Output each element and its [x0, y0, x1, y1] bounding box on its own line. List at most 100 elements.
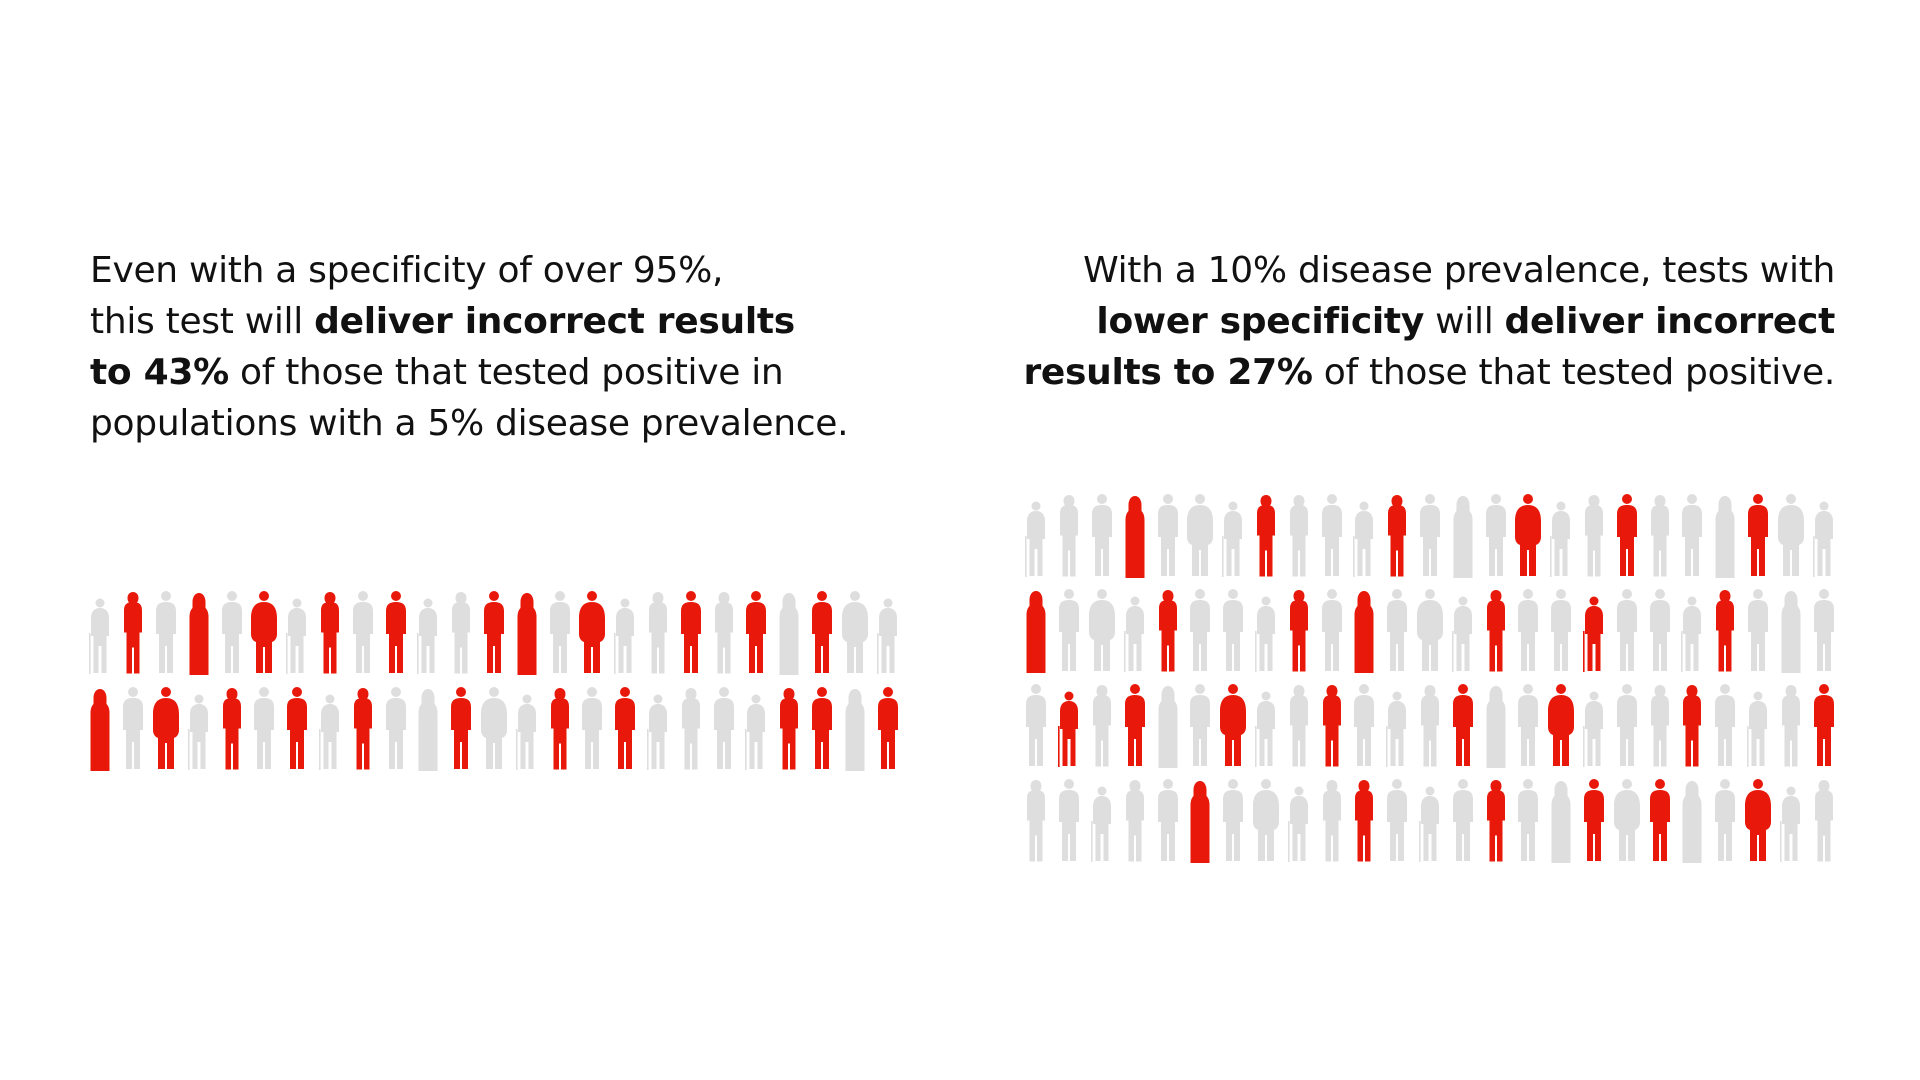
person-icon [1414, 682, 1447, 770]
person-icon [1217, 492, 1250, 580]
person-icon [1348, 682, 1381, 770]
person-icon-highlighted [871, 685, 904, 773]
person-icon [1381, 777, 1414, 865]
person-icon [576, 685, 609, 773]
person-icon [445, 589, 478, 677]
person-icon [1709, 682, 1742, 770]
person-icon [1446, 587, 1479, 675]
person-icon [609, 589, 642, 677]
person-icon-highlighted [84, 685, 117, 773]
person-icon [1381, 587, 1414, 675]
person-icon [642, 685, 675, 773]
person-icon [1709, 492, 1742, 580]
person-icon-highlighted [1020, 587, 1053, 675]
pictogram-row [1020, 583, 1840, 675]
person-icon [478, 685, 511, 773]
person-icon-highlighted [543, 685, 576, 773]
person-icon [1545, 777, 1578, 865]
person-icon-highlighted [576, 589, 609, 677]
person-icon [84, 589, 117, 677]
person-icon [1774, 492, 1807, 580]
person-icon-highlighted [1479, 777, 1512, 865]
person-icon-highlighted [346, 685, 379, 773]
person-icon-highlighted [1315, 682, 1348, 770]
person-icon [871, 589, 904, 677]
person-icon-highlighted [1446, 682, 1479, 770]
person-icon [182, 685, 215, 773]
caption-line: results to 27% of those that tested posi… [1023, 347, 1835, 398]
person-icon-highlighted [1348, 587, 1381, 675]
person-icon [1053, 492, 1086, 580]
person-icon [1184, 682, 1217, 770]
person-icon-highlighted [478, 589, 511, 677]
person-icon-highlighted [150, 685, 183, 773]
person-icon-highlighted [379, 589, 412, 677]
person-icon [1479, 682, 1512, 770]
person-icon [412, 589, 445, 677]
person-icon-highlighted [773, 685, 806, 773]
person-icon [1807, 492, 1840, 580]
person-icon [1643, 492, 1676, 580]
person-icon [1118, 777, 1151, 865]
pictogram-row [1020, 678, 1840, 770]
person-icon-highlighted [1381, 492, 1414, 580]
person-icon [1545, 587, 1578, 675]
person-icon [838, 589, 871, 677]
person-icon-highlighted [1184, 777, 1217, 865]
person-icon [1020, 682, 1053, 770]
person-icon [1610, 587, 1643, 675]
person-icon-highlighted [1742, 492, 1775, 580]
person-icon [1643, 587, 1676, 675]
person-icon [1151, 777, 1184, 865]
person-icon-highlighted [1643, 777, 1676, 865]
person-icon-highlighted [609, 685, 642, 773]
person-icon [1512, 777, 1545, 865]
caption-text: of those that tested positive in [228, 352, 784, 393]
person-icon-highlighted [806, 685, 839, 773]
person-icon-highlighted [1676, 682, 1709, 770]
person-icon [1676, 492, 1709, 580]
person-icon [1151, 682, 1184, 770]
person-icon [707, 589, 740, 677]
person-icon [707, 685, 740, 773]
caption-text: of those that tested positive. [1312, 352, 1836, 393]
right-caption: With a 10% disease prevalence, tests wit… [1023, 245, 1835, 398]
person-icon [1709, 777, 1742, 865]
person-icon [1020, 492, 1053, 580]
person-icon [1742, 587, 1775, 675]
person-icon-highlighted [248, 589, 281, 677]
caption-emphasis: deliver incorrect results [314, 301, 795, 342]
caption-text: With a 10% disease prevalence, tests wit… [1083, 250, 1835, 291]
person-icon [1282, 777, 1315, 865]
person-icon-highlighted [1807, 682, 1840, 770]
person-icon [1512, 587, 1545, 675]
person-icon [150, 589, 183, 677]
person-icon [379, 685, 412, 773]
person-icon [215, 589, 248, 677]
pictogram-row [1020, 773, 1840, 865]
pictogram-row [1020, 488, 1840, 580]
person-icon [1512, 682, 1545, 770]
person-icon [1053, 777, 1086, 865]
person-icon [1807, 777, 1840, 865]
person-icon [1446, 777, 1479, 865]
person-icon-highlighted [1217, 682, 1250, 770]
person-icon [1282, 682, 1315, 770]
person-icon [1578, 682, 1611, 770]
person-icon-highlighted [445, 685, 478, 773]
person-icon [740, 685, 773, 773]
person-icon-highlighted [182, 589, 215, 677]
person-icon [1774, 682, 1807, 770]
left-caption: Even with a specificity of over 95%, this… [90, 245, 849, 449]
person-icon [1676, 777, 1709, 865]
person-icon-highlighted [1250, 492, 1283, 580]
person-icon [1807, 587, 1840, 675]
person-icon [314, 685, 347, 773]
person-icon [1086, 587, 1119, 675]
person-icon [346, 589, 379, 677]
person-icon [1742, 682, 1775, 770]
person-icon [1610, 777, 1643, 865]
person-icon [1184, 492, 1217, 580]
caption-emphasis: to 43% [90, 352, 229, 393]
caption-emphasis: deliver incorrect [1504, 301, 1836, 342]
